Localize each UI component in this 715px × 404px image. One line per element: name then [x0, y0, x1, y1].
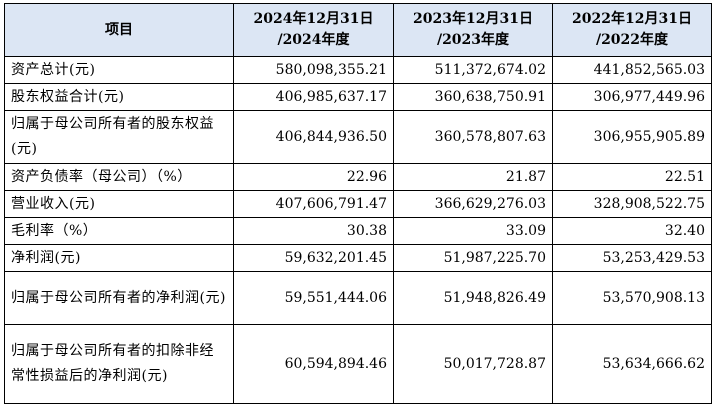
cell-2023: 366,629,276.03	[393, 190, 553, 218]
cell-2022: 306,977,449.96	[552, 83, 712, 111]
table-row: 归属于母公司所有者的净利润(元) 59,551,444.06 51,948,82…	[4, 271, 712, 325]
cell-2023: 51,987,225.70	[393, 244, 553, 272]
cell-2023: 360,638,750.91	[393, 83, 553, 111]
table-row: 净利润(元) 59,632,201.45 51,987,225.70 53,25…	[4, 244, 712, 272]
header-item: 项目	[4, 3, 234, 57]
cell-2024: 59,551,444.06	[233, 271, 394, 325]
row-label: 毛利率（%）	[4, 217, 234, 245]
cell-2024: 60,594,894.46	[233, 324, 394, 404]
cell-2023: 50,017,728.87	[393, 324, 553, 404]
table-row: 营业收入(元) 407,606,791.47 366,629,276.03 32…	[4, 190, 712, 218]
table-row: 归属于母公司所有者的扣除非经常性损益后的净利润(元) 60,594,894.46…	[4, 324, 712, 404]
financial-data-table: 项目 2024年12月31日 /2024年度 2023年12月31日 /2023…	[4, 3, 712, 404]
cell-2022: 53,253,429.53	[552, 244, 712, 272]
row-label: 资产负债率（母公司）（%）	[4, 163, 234, 191]
cell-2022: 306,955,905.89	[552, 110, 712, 164]
cell-2023: 511,372,674.02	[393, 56, 553, 84]
cell-2024: 22.96	[233, 163, 394, 191]
cell-2022: 53,570,908.13	[552, 271, 712, 325]
table-row: 资产负债率（母公司）（%） 22.96 21.87 22.51	[4, 163, 712, 191]
header-2024: 2024年12月31日 /2024年度	[233, 3, 394, 57]
row-label: 净利润(元)	[4, 244, 234, 272]
cell-2023: 21.87	[393, 163, 553, 191]
cell-2022: 53,634,666.62	[552, 324, 712, 404]
cell-2023: 51,948,826.49	[393, 271, 553, 325]
cell-2024: 407,606,791.47	[233, 190, 394, 218]
cell-2023: 360,578,807.63	[393, 110, 553, 164]
table-header-row: 项目 2024年12月31日 /2024年度 2023年12月31日 /2023…	[4, 3, 712, 57]
cell-2024: 59,632,201.45	[233, 244, 394, 272]
row-label: 营业收入(元)	[4, 190, 234, 218]
table-row: 股东权益合计(元) 406,985,637.17 360,638,750.91 …	[4, 83, 712, 111]
cell-2022: 22.51	[552, 163, 712, 191]
row-label: 归属于母公司所有者的净利润(元)	[4, 271, 234, 325]
table-row: 归属于母公司所有者的股东权益(元) 406,844,936.50 360,578…	[4, 110, 712, 164]
row-label: 归属于母公司所有者的股东权益(元)	[4, 110, 234, 164]
cell-2024: 406,985,637.17	[233, 83, 394, 111]
cell-2024: 406,844,936.50	[233, 110, 394, 164]
cell-2022: 32.40	[552, 217, 712, 245]
row-label: 股东权益合计(元)	[4, 83, 234, 111]
cell-2024: 30.38	[233, 217, 394, 245]
cell-2022: 328,908,522.75	[552, 190, 712, 218]
cell-2023: 33.09	[393, 217, 553, 245]
cell-2024: 580,098,355.21	[233, 56, 394, 84]
header-2022: 2022年12月31日 /2022年度	[552, 3, 712, 57]
row-label: 归属于母公司所有者的扣除非经常性损益后的净利润(元)	[4, 324, 234, 404]
header-2023: 2023年12月31日 /2023年度	[393, 3, 553, 57]
table-row: 资产总计(元) 580,098,355.21 511,372,674.02 44…	[4, 56, 712, 84]
row-label: 资产总计(元)	[4, 56, 234, 84]
table-row: 毛利率（%） 30.38 33.09 32.40	[4, 217, 712, 245]
cell-2022: 441,852,565.03	[552, 56, 712, 84]
